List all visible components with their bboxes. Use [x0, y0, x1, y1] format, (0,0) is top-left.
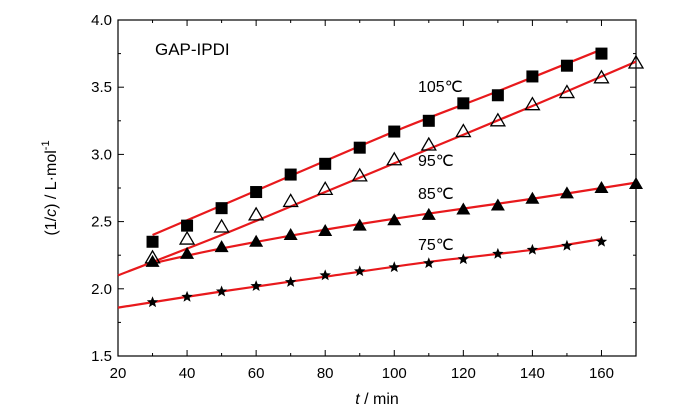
data-point	[593, 69, 610, 84]
data-point	[455, 123, 472, 138]
data-point	[319, 157, 332, 170]
y-axis-title-var: c	[43, 209, 60, 217]
y-axis-title-sup: -1	[40, 140, 52, 150]
data-point	[249, 234, 264, 247]
data-point	[248, 206, 265, 221]
data-point	[422, 114, 435, 127]
y-axis-title-suffix: ) / L·mol	[43, 150, 60, 209]
chart-title: GAP-IPDI	[155, 40, 230, 59]
data-point	[595, 47, 608, 60]
data-point	[489, 112, 506, 127]
series-labels: 105℃ 95℃ 85℃ 75℃	[418, 79, 463, 254]
data-point	[180, 246, 195, 259]
data-point	[352, 218, 367, 231]
x-axis-title-var: t	[355, 391, 360, 408]
x-tick-label: 100	[382, 365, 407, 382]
series-label: 95℃	[418, 153, 454, 170]
data-point	[318, 224, 333, 237]
y-tick-label: 4.0	[91, 12, 112, 29]
data-markers	[144, 47, 645, 308]
series-label: 105℃	[418, 79, 463, 96]
data-point	[595, 235, 608, 247]
y-tick-label: 3.5	[91, 79, 112, 96]
data-point	[351, 167, 368, 182]
y-tick-label: 1.5	[91, 348, 112, 365]
y-tick-label: 2.5	[91, 214, 112, 231]
data-point	[492, 247, 504, 259]
axis-ticks	[117, 19, 636, 357]
data-point	[490, 198, 505, 211]
data-point	[491, 89, 504, 102]
series-label: 75℃	[418, 237, 454, 254]
x-tick-label: 60	[248, 365, 265, 382]
fit-line	[117, 60, 637, 277]
data-point	[456, 202, 471, 215]
data-point	[178, 230, 196, 245]
data-point	[561, 239, 573, 251]
x-axis-title-unit: / min	[360, 391, 399, 408]
data-point	[213, 218, 230, 233]
y-axis-title-prefix: (1/	[43, 216, 60, 235]
data-point	[594, 181, 609, 193]
data-point	[629, 176, 643, 189]
data-point	[214, 240, 229, 253]
data-point	[457, 253, 470, 265]
data-point	[386, 151, 403, 166]
y-tick-label: 2.0	[91, 281, 112, 298]
data-point	[146, 296, 159, 308]
data-point	[558, 84, 576, 99]
data-point	[388, 261, 400, 273]
data-point	[146, 235, 159, 248]
data-point	[526, 243, 539, 255]
data-point	[215, 202, 228, 215]
fit-lines	[117, 48, 637, 309]
data-point	[387, 213, 402, 226]
data-point	[283, 228, 298, 241]
tick-labels: 20 40 60 80 100 120 140 160 1.5 2.0 2.5 3.0 3.5 4.0	[91, 12, 614, 382]
data-point	[524, 96, 541, 111]
data-point	[560, 59, 573, 72]
x-tick-label: 140	[520, 365, 545, 382]
y-tick-label: 3.0	[91, 146, 112, 163]
data-point	[250, 280, 262, 291]
data-point	[215, 285, 228, 297]
data-point	[353, 141, 366, 154]
data-point	[181, 219, 194, 232]
x-axis-title: t / min	[355, 391, 399, 408]
x-tick-label: 20	[110, 365, 127, 382]
x-tick-label: 120	[451, 365, 476, 382]
data-point	[423, 257, 435, 269]
data-point	[284, 276, 297, 287]
data-point	[250, 186, 263, 199]
data-point	[420, 136, 437, 151]
plot-frame	[117, 19, 637, 357]
data-point	[145, 254, 160, 267]
data-point	[284, 168, 297, 181]
x-tick-label: 160	[589, 365, 614, 382]
series-label: 85℃	[418, 186, 454, 203]
data-point	[526, 70, 539, 83]
y-axis-title: (1/c) / L·mol-1	[40, 140, 60, 235]
x-tick-label: 40	[179, 365, 196, 382]
data-point	[317, 181, 334, 195]
data-point	[388, 125, 401, 138]
data-point	[319, 269, 331, 281]
data-point	[282, 193, 299, 208]
data-point	[627, 54, 645, 69]
x-tick-label: 80	[317, 365, 334, 382]
data-point	[457, 97, 470, 110]
data-point	[525, 191, 540, 204]
data-point	[354, 265, 366, 277]
data-point	[421, 207, 436, 220]
data-point	[559, 186, 574, 199]
data-point	[181, 290, 193, 302]
